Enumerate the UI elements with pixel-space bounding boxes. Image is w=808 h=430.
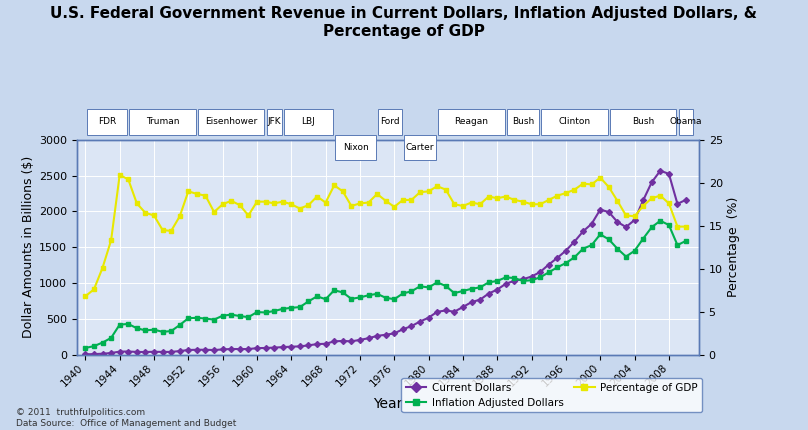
Text: JFK: JFK <box>267 117 281 126</box>
Text: Eisenhower: Eisenhower <box>205 117 258 126</box>
Text: FDR: FDR <box>98 117 116 126</box>
Text: Year: Year <box>373 397 402 411</box>
Text: Carter: Carter <box>406 143 434 152</box>
Text: Bush: Bush <box>512 117 534 126</box>
Text: Bush: Bush <box>632 117 654 126</box>
Y-axis label: Dollar Amounts in Billions ($): Dollar Amounts in Billions ($) <box>22 156 35 338</box>
Text: U.S. Federal Government Revenue in Current Dollars, Inflation Adjusted Dollars, : U.S. Federal Government Revenue in Curre… <box>50 6 758 39</box>
Y-axis label: Percentage  (%): Percentage (%) <box>727 197 740 298</box>
Text: Ford: Ford <box>381 117 400 126</box>
Text: Nixon: Nixon <box>343 143 368 152</box>
Text: © 2011  truthfulpolitics.com
Data Source:  Office of Management and Budget: © 2011 truthfulpolitics.com Data Source:… <box>16 408 237 428</box>
Text: LBJ: LBJ <box>301 117 315 126</box>
Text: Clinton: Clinton <box>558 117 591 126</box>
Legend: Current Dollars, Inflation Adjusted Dollars, Percentage of GDP: Current Dollars, Inflation Adjusted Doll… <box>402 378 702 412</box>
Text: Obama: Obama <box>670 117 702 126</box>
Text: Reagan: Reagan <box>455 117 489 126</box>
Text: Truman: Truman <box>145 117 179 126</box>
